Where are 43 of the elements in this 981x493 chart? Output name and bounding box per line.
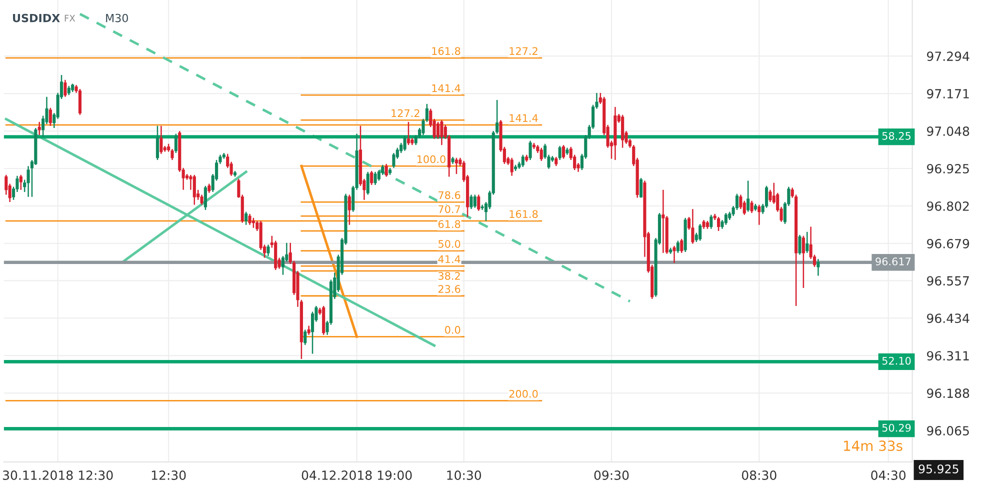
- series-label: 38.2: [438, 272, 460, 280]
- annotation: 14m 33s: [844, 440, 902, 452]
- series-label: 161.8: [510, 210, 538, 218]
- series-label: 200.0: [509, 390, 538, 398]
- series-label: 0.0: [445, 326, 460, 334]
- series-label: 70.7: [438, 205, 460, 214]
- x-tick-label: 08:30: [742, 470, 776, 480]
- ref-line-label: 96.617: [876, 258, 911, 266]
- series-label: 127.2: [392, 109, 420, 117]
- annotation: M30: [106, 14, 128, 22]
- series-label: 141.4: [510, 114, 538, 122]
- series-label: 100.0: [417, 155, 446, 164]
- annotation: 58.25: [882, 132, 911, 140]
- series-label: 141.4: [432, 84, 460, 92]
- x-tick-label: 10:30: [447, 470, 482, 480]
- series-label: 61.8: [438, 220, 460, 228]
- y-tick-label: 96.557: [927, 276, 969, 286]
- y-tick-label: 96.802: [927, 201, 969, 211]
- series-label: 127.2: [510, 47, 538, 55]
- text: 95.925: [918, 464, 958, 474]
- y-tick-label: 96.188: [927, 388, 970, 398]
- y-tick-label: 96.679: [927, 238, 970, 248]
- x-tick-label: 09:30: [594, 470, 629, 480]
- series-label: 23.6: [438, 285, 460, 293]
- y-tick-label: 97.048: [927, 126, 970, 136]
- annotation: 52.10: [882, 356, 911, 365]
- series-label: 78.6: [438, 191, 460, 200]
- y-tick-label: 97.171: [927, 89, 969, 98]
- x-tick-label: 04.12.2018 19:00: [302, 470, 412, 480]
- annotation: FX: [64, 14, 76, 22]
- series-label: 161.8: [432, 47, 460, 55]
- x-tick-label: 04:30: [871, 470, 906, 480]
- y-tick-label: 96.311: [927, 351, 969, 361]
- series-label: 50.0: [438, 240, 460, 248]
- series-label: 41.4: [438, 255, 460, 263]
- y-tick-label: 96.434: [927, 314, 970, 324]
- x-tick-label: 30.11.2018 12:30: [2, 470, 113, 480]
- x-tick-label: 12:30: [152, 470, 186, 480]
- y-tick-label: 96.925: [927, 164, 969, 174]
- text: USDIDX: [13, 14, 60, 22]
- y-tick-label: 97.294: [927, 52, 970, 61]
- y-tick-label: 96.065: [927, 426, 969, 436]
- annotation: 50.29: [882, 424, 911, 432]
